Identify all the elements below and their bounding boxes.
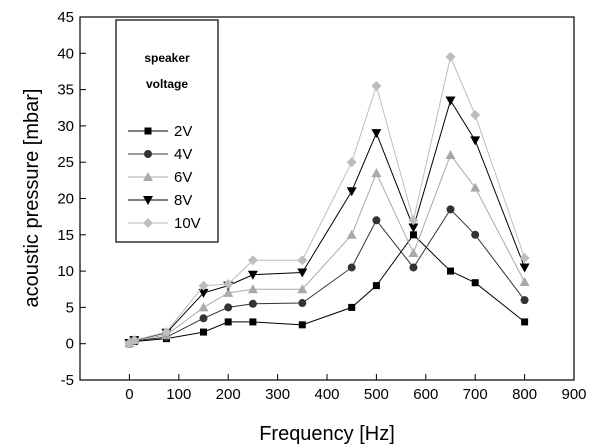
y-tick-label-20: 20 [57,191,74,208]
legend-marker-4V [144,150,152,158]
x-tick-label-500: 500 [364,386,389,403]
data-point-10V-200 [223,279,234,290]
data-point-2V-450 [348,303,356,311]
data-point-2V-650 [447,267,454,275]
data-point-6V-250 [247,284,258,294]
data-point-4V-450 [347,263,356,272]
tick-labels: 0 100 200 300 400 500 600 700 800 900 -5 0 5 10 15 20 25… [57,9,586,403]
x-tick-label-700: 700 [463,386,488,403]
data-point-8V-350 [297,268,308,278]
x-tick-label-200: 200 [216,386,241,403]
data-point-8V-500 [371,129,382,139]
data-point-6V-800 [519,276,530,286]
x-tick-label-300: 300 [265,386,290,403]
legend-entry-2V: 2V [128,123,192,140]
legend-marker-8V [143,196,153,205]
data-point-10V-700 [470,110,481,121]
legend-label-4V: 4V [174,146,192,163]
series-layer [124,51,530,348]
data-point-2V-150 [200,328,207,336]
legend-label-6V: 6V [174,169,192,186]
data-point-6V-200 [223,287,234,297]
data-point-4V-575 [409,263,418,272]
legend-label-8V: 8V [174,192,192,209]
data-point-6V-500 [371,168,382,178]
data-point-4V-150 [199,314,208,323]
data-point-2V-575 [409,231,417,239]
x-tick-label-800: 800 [512,386,537,403]
data-point-8V-575 [408,223,419,233]
data-point-4V-500 [372,216,381,225]
x-tick-label-100: 100 [166,386,191,403]
series-10V [124,51,530,348]
data-point-10V-500 [371,80,382,91]
y-tick-label-40: 40 [57,45,74,62]
data-point-4V-650 [446,205,455,214]
data-point-8V-150 [198,288,209,298]
data-point-4V-800 [520,296,529,305]
data-point-8V-700 [470,136,481,146]
y-tick-label-15: 15 [57,227,74,244]
y-tick-label-5: 5 [66,299,74,316]
legend-marker-10V [143,218,153,228]
data-point-6V-575 [408,247,419,257]
data-point-8V-650 [445,96,456,106]
x-tick-label-900: 900 [561,386,586,403]
y-tick-label-25: 25 [57,154,74,171]
data-point-6V-650 [445,149,456,159]
data-point-4V-200 [224,303,233,312]
y-tick-label-10: 10 [57,263,74,280]
data-point-10V-650 [445,51,456,62]
legend-entry-10V: 10V [128,215,201,232]
data-point-2V-200 [224,318,232,326]
axis-ticks [80,16,575,381]
data-point-2V-250 [249,318,257,326]
y-tick-label-0: 0 [66,336,74,353]
data-point-8V-450 [346,187,357,197]
data-point-10V-575 [408,215,419,226]
data-point-10V-10 [129,335,140,346]
legend-label-10V: 10V [174,215,201,232]
y-tick-label-30: 30 [57,118,74,135]
y-tick-label-35: 35 [57,82,74,99]
data-point-6V-350 [297,284,308,294]
legend-entry-4V: 4V [128,146,192,163]
data-point-2V-500 [372,282,380,290]
data-point-2V-800 [521,318,529,326]
legend-label-2V: 2V [174,123,192,140]
legend-entry-6V: 6V [128,169,192,186]
data-point-8V-250 [247,270,258,280]
x-tick-label-0: 0 [125,386,133,403]
data-point-10V-800 [519,253,530,264]
data-point-10V-150 [198,280,209,291]
data-point-2V-350 [298,321,306,329]
data-point-2V-700 [471,279,479,287]
data-point-6V-700 [470,182,481,192]
legend-marker-6V [143,172,153,181]
legend-entry-8V: 8V [128,192,192,209]
x-tick-label-600: 600 [413,386,438,403]
x-axis-title: Frequency [Hz] [259,423,395,445]
data-point-8V-800 [519,263,530,273]
data-point-10V-250 [247,255,258,266]
data-point-4V-350 [298,299,307,308]
data-point-10V-75 [161,327,172,338]
legend-marker-2V [144,127,152,135]
x-tick-label-400: 400 [314,386,339,403]
data-point-4V-250 [248,299,257,308]
legend-title-line-2: voltage [146,77,188,91]
y-tick-label-45: 45 [57,9,74,26]
legend-entries: 2V 4V 6V 8V 10V [128,123,201,232]
y-axis-title: acoustic pressure [mbar] [21,89,43,308]
data-point-6V-450 [346,229,357,239]
data-point-10V-350 [297,255,308,266]
data-point-10V-450 [346,157,357,168]
legend: speaker voltage 2V 4V 6V 8V 10V [115,19,219,243]
data-point-4V-700 [471,230,480,239]
legend-title-line-1: speaker [144,51,190,65]
data-point-6V-150 [198,302,209,312]
y-tick-label--5: -5 [61,372,74,389]
